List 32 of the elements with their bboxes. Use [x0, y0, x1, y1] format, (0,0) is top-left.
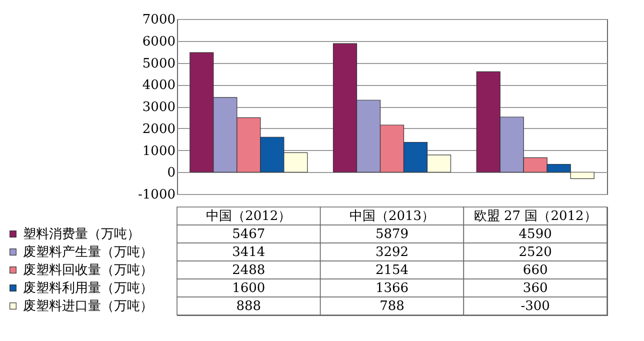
- data-label: 5879: [375, 227, 409, 242]
- data-label: 1366: [375, 281, 409, 296]
- data-label: -300: [520, 299, 550, 314]
- data-label: 4590: [518, 227, 552, 242]
- data-label: 2488: [232, 263, 266, 278]
- y-tick-label: 0: [167, 166, 176, 181]
- data-label: 888: [236, 299, 262, 314]
- data-label: 788: [380, 299, 404, 314]
- data-label: 2154: [375, 263, 409, 278]
- data-label: 1600: [232, 281, 266, 296]
- y-tick-label: 2000: [142, 122, 176, 137]
- data-label: 3292: [375, 245, 409, 260]
- data-label: 360: [522, 281, 548, 296]
- y-tick-label: 3000: [142, 100, 176, 115]
- data-label: 660: [522, 263, 548, 278]
- y-tick-label: 4000: [142, 78, 176, 94]
- x-tick-label: 中国（2012）: [206, 209, 292, 224]
- legend-label: 废塑料利用量（万吨）: [23, 280, 153, 296]
- data-label: 3414: [232, 245, 266, 260]
- y-tick-label: 6000: [142, 34, 176, 50]
- legend-label: 废塑料进口量（万吨）: [23, 298, 153, 314]
- data-label: 5467: [232, 227, 266, 242]
- x-tick-label: 中国（2013）: [349, 209, 435, 224]
- y-tick-label: 1000: [142, 144, 176, 159]
- legend-label: 塑料消费量（万吨）: [23, 226, 140, 242]
- legend-label: 废塑料产生量（万吨）: [23, 244, 153, 260]
- legend-label: 废塑料回收量（万吨）: [23, 262, 153, 278]
- y-tick-label: -1000: [138, 188, 176, 202]
- y-tick-label: 7000: [142, 12, 176, 28]
- y-tick-label: 5000: [142, 56, 176, 72]
- x-tick-label: 欧盟 27 国（2012）: [474, 209, 597, 224]
- data-label: 2520: [518, 245, 552, 260]
